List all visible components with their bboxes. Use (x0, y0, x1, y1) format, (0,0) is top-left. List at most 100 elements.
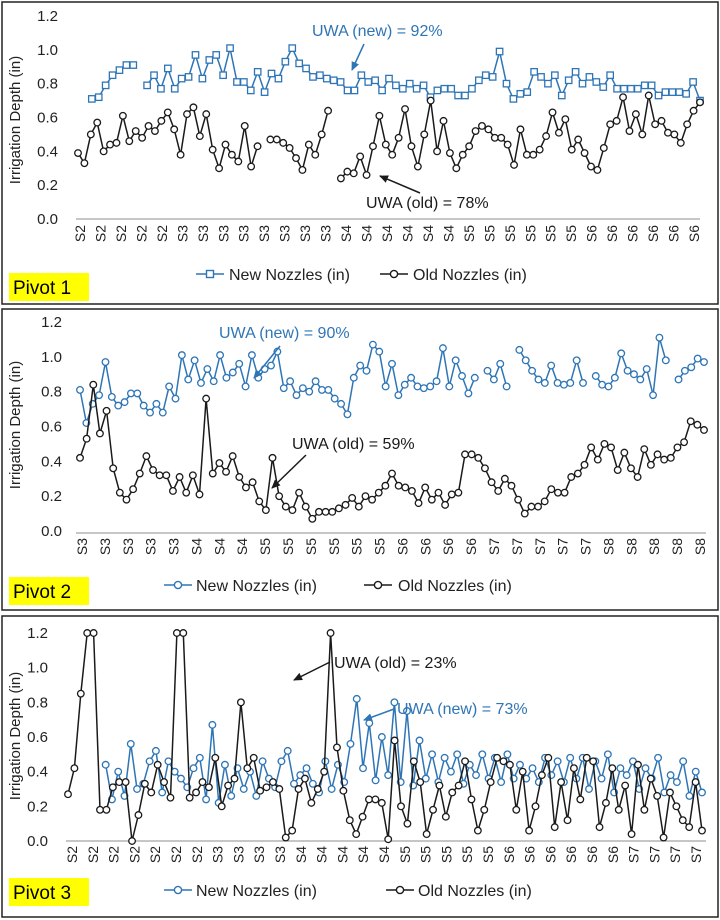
x-tick-label: S4 (293, 846, 309, 863)
data-point-old-nozzles (228, 452, 237, 461)
x-tick-label: S3 (166, 538, 182, 555)
data-point-new-nozzles (371, 76, 380, 85)
x-tick-label: S4 (355, 846, 371, 863)
data-point-old-nozzles (576, 795, 585, 804)
x-tick-label: S6 (584, 846, 600, 863)
data-point-old-nozzles (542, 132, 551, 141)
data-point-new-nozzles (603, 750, 612, 759)
data-point-new-nozzles (87, 95, 96, 103)
data-point-old-nozzles (221, 140, 230, 149)
data-point-new-nozzles (534, 375, 543, 384)
data-point-old-nozzles (198, 778, 207, 787)
data-point-old-nozzles (467, 450, 476, 459)
annotation-uwa-old: UWA (old) = 59% (292, 436, 415, 453)
data-point-new-nozzles (630, 370, 638, 379)
data-point-old-nozzles (547, 485, 556, 494)
data-point-old-nozzles (497, 133, 506, 142)
data-point-old-nozzles (308, 514, 317, 523)
data-point-new-nozzles (226, 44, 234, 52)
annotation-uwa-old: UWA (old) = 78% (366, 195, 489, 212)
data-point-old-nozzles (601, 798, 610, 807)
legend-marker-new (173, 580, 183, 590)
data-point-new-nozzles (528, 764, 537, 773)
data-point-old-nozzles (458, 150, 467, 159)
data-point-new-nozzles (316, 71, 324, 80)
data-point-new-nozzles (252, 791, 261, 800)
data-point-new-nozzles (679, 757, 688, 766)
y-tick-label: 0.4 (27, 764, 48, 781)
data-point-new-nozzles (235, 359, 244, 368)
data-point-new-nozzles (655, 333, 664, 342)
data-point-old-nozzles (195, 132, 204, 141)
data-point-old-nozzles (217, 802, 226, 811)
x-tick-label: S4 (334, 846, 350, 863)
data-point-new-nozzles (495, 47, 504, 56)
x-tick-label: S5 (438, 846, 454, 863)
data-point-old-nozzles (374, 488, 383, 497)
data-point-new-nozzles (318, 385, 326, 394)
data-point-new-nozzles (189, 764, 198, 773)
data-point-new-nozzles (447, 84, 456, 93)
data-point-new-nozzles (566, 379, 575, 387)
data-point-old-nozzles (480, 805, 489, 814)
x-tick-label: S2 (64, 846, 80, 863)
data-point-old-nozzles (192, 788, 201, 797)
data-point-old-nozzles (686, 417, 695, 426)
data-point-new-nozzles (274, 74, 283, 83)
data-point-new-nozzles (647, 81, 656, 90)
data-point-old-nozzles (365, 795, 373, 804)
data-point-old-nozzles (272, 135, 281, 144)
x-tick-label: S5 (543, 225, 559, 242)
x-tick-label: S2 (113, 225, 129, 242)
data-point-old-nozzles (377, 798, 386, 807)
data-point-new-nozzles (636, 375, 645, 384)
data-point-old-nozzles (388, 150, 397, 159)
data-point-old-nozzles (70, 764, 79, 773)
data-point-new-nozzles (516, 89, 525, 98)
data-point-new-nozzles (454, 91, 462, 100)
pivot-label-highlight (9, 878, 89, 906)
data-point-new-nozzles (219, 71, 227, 80)
y-tick-label: 1.2 (27, 625, 48, 642)
data-point-old-nozzles (292, 154, 300, 163)
data-point-old-nozzles (507, 481, 516, 490)
data-point-new-nozzles (446, 767, 455, 776)
data-point-old-nozzles (663, 128, 672, 137)
data-point-new-nozzles (390, 698, 399, 707)
data-point-new-nozzles (503, 750, 512, 759)
data-point-new-nozzles (472, 771, 480, 780)
y-tick-label: 0.0 (37, 211, 58, 228)
data-point-old-nozzles (390, 736, 399, 745)
data-point-new-nozzles (133, 389, 142, 398)
data-point-new-nozzles (152, 399, 161, 408)
y-tick-label: 1.0 (41, 349, 62, 366)
series-group (64, 629, 706, 845)
data-point-old-nozzles (204, 783, 213, 792)
data-point-old-nozzles (358, 812, 367, 821)
data-point-old-nozzles (131, 127, 140, 135)
data-point-old-nozzles (416, 778, 425, 787)
data-point-old-nozzles (680, 438, 689, 447)
y-tick-label: 0.8 (41, 384, 62, 401)
data-point-old-nozzles (339, 786, 348, 795)
data-point-new-nozzles (197, 379, 205, 387)
y-tick-label: 0.2 (41, 488, 62, 505)
data-point-old-nozzles (621, 781, 630, 790)
data-point-old-nozzles (183, 110, 191, 119)
data-point-new-nozzles (585, 785, 593, 793)
y-tick-labels: 0.0 0.2 0.4 0.6 0.8 1.0 1.2 (41, 314, 62, 540)
data-point-new-nozzles (146, 408, 154, 417)
data-point-new-nozzles (139, 401, 148, 410)
data-point-old-nozzles (434, 488, 443, 497)
data-point-old-nozzles (336, 174, 345, 183)
data-point-old-nozzles (102, 406, 111, 415)
legend: New Nozzles (in) Old Nozzles (in) (196, 267, 527, 284)
data-point-old-nozzles (461, 757, 470, 766)
annotation-arrow-old (379, 175, 421, 194)
data-point-old-nozzles (644, 91, 653, 100)
data-point-old-nozzles (599, 143, 608, 152)
data-point-new-nozzles (286, 377, 295, 386)
data-point-new-nozzles (428, 750, 437, 759)
data-point-new-nozzles (309, 73, 317, 81)
data-point-new-nozzles (101, 760, 110, 769)
